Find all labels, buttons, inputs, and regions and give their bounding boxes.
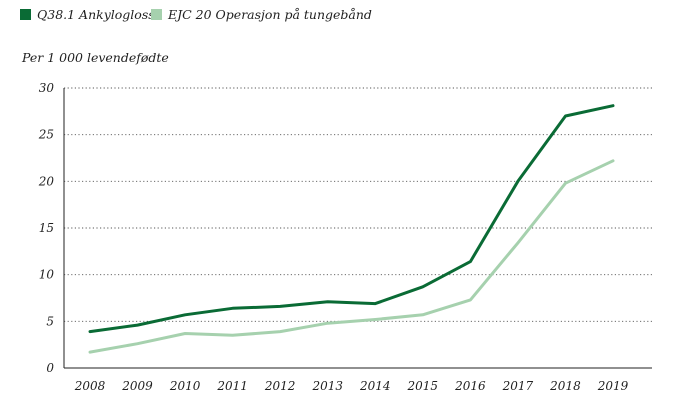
series-line-operasjon: [88, 159, 615, 354]
y-tick-label-15: 15: [39, 221, 54, 235]
legend-item-ankyloglossi: Q38.1 Ankyloglossi: [20, 7, 159, 22]
x-tick-label-2010: 2010: [169, 379, 201, 393]
legend-swatch-ankyloglossi: [20, 9, 31, 20]
y-tick-label-30: 30: [39, 81, 55, 95]
y-tick-label-0: 0: [46, 361, 54, 375]
series-lines: [88, 104, 615, 354]
legend-swatch-operasjon: [151, 9, 162, 20]
x-tick-label-2018: 2018: [549, 379, 581, 393]
legend: Q38.1 Ankyloglossi EJC 20 Operasjon på t…: [20, 7, 372, 22]
series-line-ankyloglossi: [88, 104, 615, 334]
y-tick-labels: 0 5 10 15 20 25 30: [38, 81, 55, 375]
x-tick-label-2017: 2017: [502, 379, 534, 393]
y-axis-unit-label: Per 1 000 levendefødte: [21, 50, 169, 65]
x-tick-label-2009: 2009: [121, 379, 153, 393]
x-tick-labels: 2008 2009 2010 2011 2012 2013 2014 2015 2016 2017…: [74, 379, 629, 393]
y-tick-label-25: 25: [38, 128, 54, 142]
x-tick-label-2015: 2015: [407, 379, 439, 393]
gridlines: [64, 87, 652, 322]
legend-label-operasjon: EJC 20 Operasjon på tungebånd: [167, 7, 372, 22]
y-tick-label-5: 5: [46, 314, 54, 328]
y-tick-label-20: 20: [38, 174, 55, 188]
y-tick-label-10: 10: [39, 268, 55, 282]
x-tick-label-2014: 2014: [359, 379, 391, 393]
x-tick-label-2012: 2012: [264, 379, 296, 393]
legend-item-operasjon: EJC 20 Operasjon på tungebånd: [151, 7, 372, 22]
x-tick-label-2019: 2019: [597, 379, 629, 393]
legend-label-ankyloglossi: Q38.1 Ankyloglossi: [37, 7, 159, 22]
x-tick-label-2016: 2016: [454, 379, 486, 393]
x-tick-label-2013: 2013: [311, 379, 343, 393]
x-tick-label-2011: 2011: [216, 379, 248, 393]
x-tick-label-2008: 2008: [74, 379, 106, 393]
